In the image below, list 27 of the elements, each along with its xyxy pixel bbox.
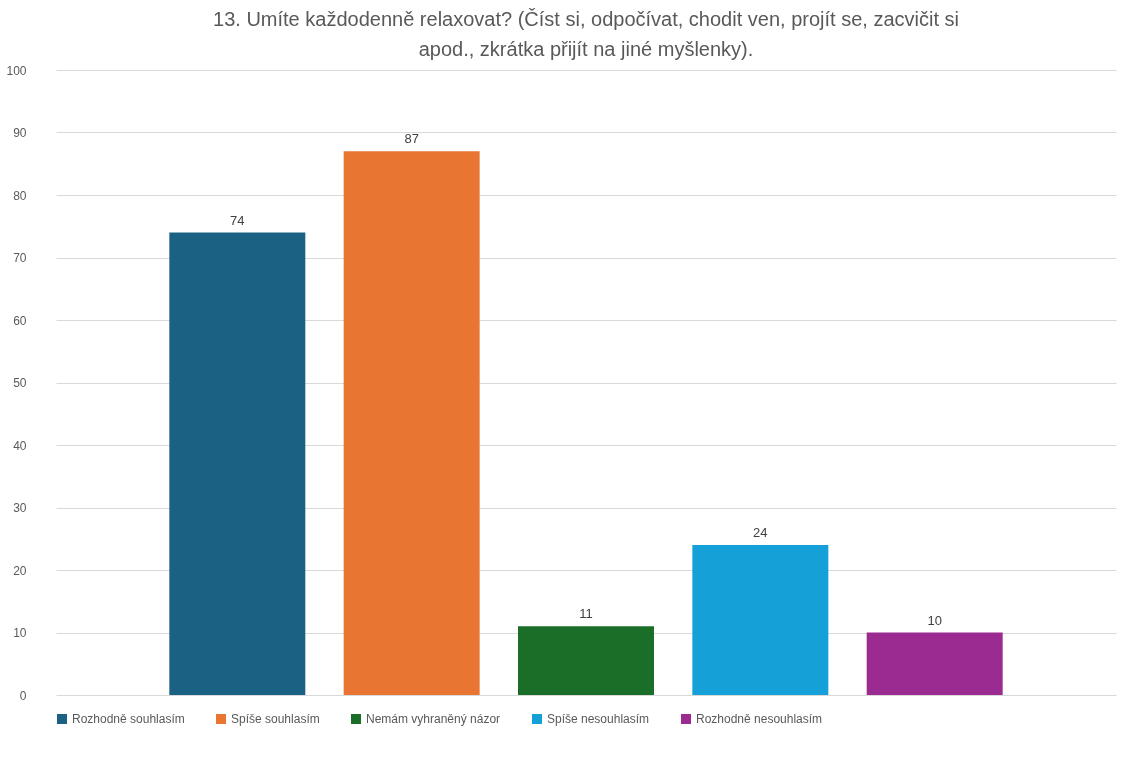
data-label: 87 bbox=[404, 131, 419, 147]
y-tick-label: 60 bbox=[13, 313, 27, 328]
legend-label: Spíše nesouhlasím bbox=[547, 712, 650, 726]
y-tick-label: 20 bbox=[13, 563, 27, 578]
data-label: 24 bbox=[753, 525, 768, 540]
y-tick-label: 40 bbox=[13, 438, 27, 453]
y-tick-label: 70 bbox=[13, 251, 27, 265]
y-tick-label: 10 bbox=[13, 626, 27, 640]
bar bbox=[518, 626, 654, 695]
y-tick-label: 30 bbox=[13, 501, 27, 515]
legend-label: Rozhodně souhlasím bbox=[72, 712, 185, 726]
bar bbox=[169, 232, 306, 695]
data-label: 74 bbox=[230, 212, 245, 228]
legend-label: Spíše souhlasím bbox=[231, 712, 320, 726]
legend-label: Rozhodně nesouhlasím bbox=[696, 712, 823, 726]
y-tick-label: 100 bbox=[6, 63, 27, 78]
y-tick-label: 90 bbox=[13, 126, 27, 140]
chart-title: 13. Umíte každodenně relaxovat? (Číst si, odpočívat, chodit ven, projít se, zacvičit si apod., zkrátka přijít na jiné myšlenky). bbox=[213, 8, 959, 60]
bar bbox=[343, 151, 480, 695]
data-label: 11 bbox=[579, 606, 593, 622]
y-tick-label: 0 bbox=[19, 688, 27, 703]
legend-label: Nemám vyhraněný názor bbox=[366, 712, 501, 726]
y-tick-label: 50 bbox=[13, 376, 27, 390]
bar bbox=[866, 632, 1003, 695]
bar bbox=[692, 545, 829, 695]
y-tick-label: 80 bbox=[13, 188, 27, 203]
data-label: 10 bbox=[927, 612, 942, 628]
